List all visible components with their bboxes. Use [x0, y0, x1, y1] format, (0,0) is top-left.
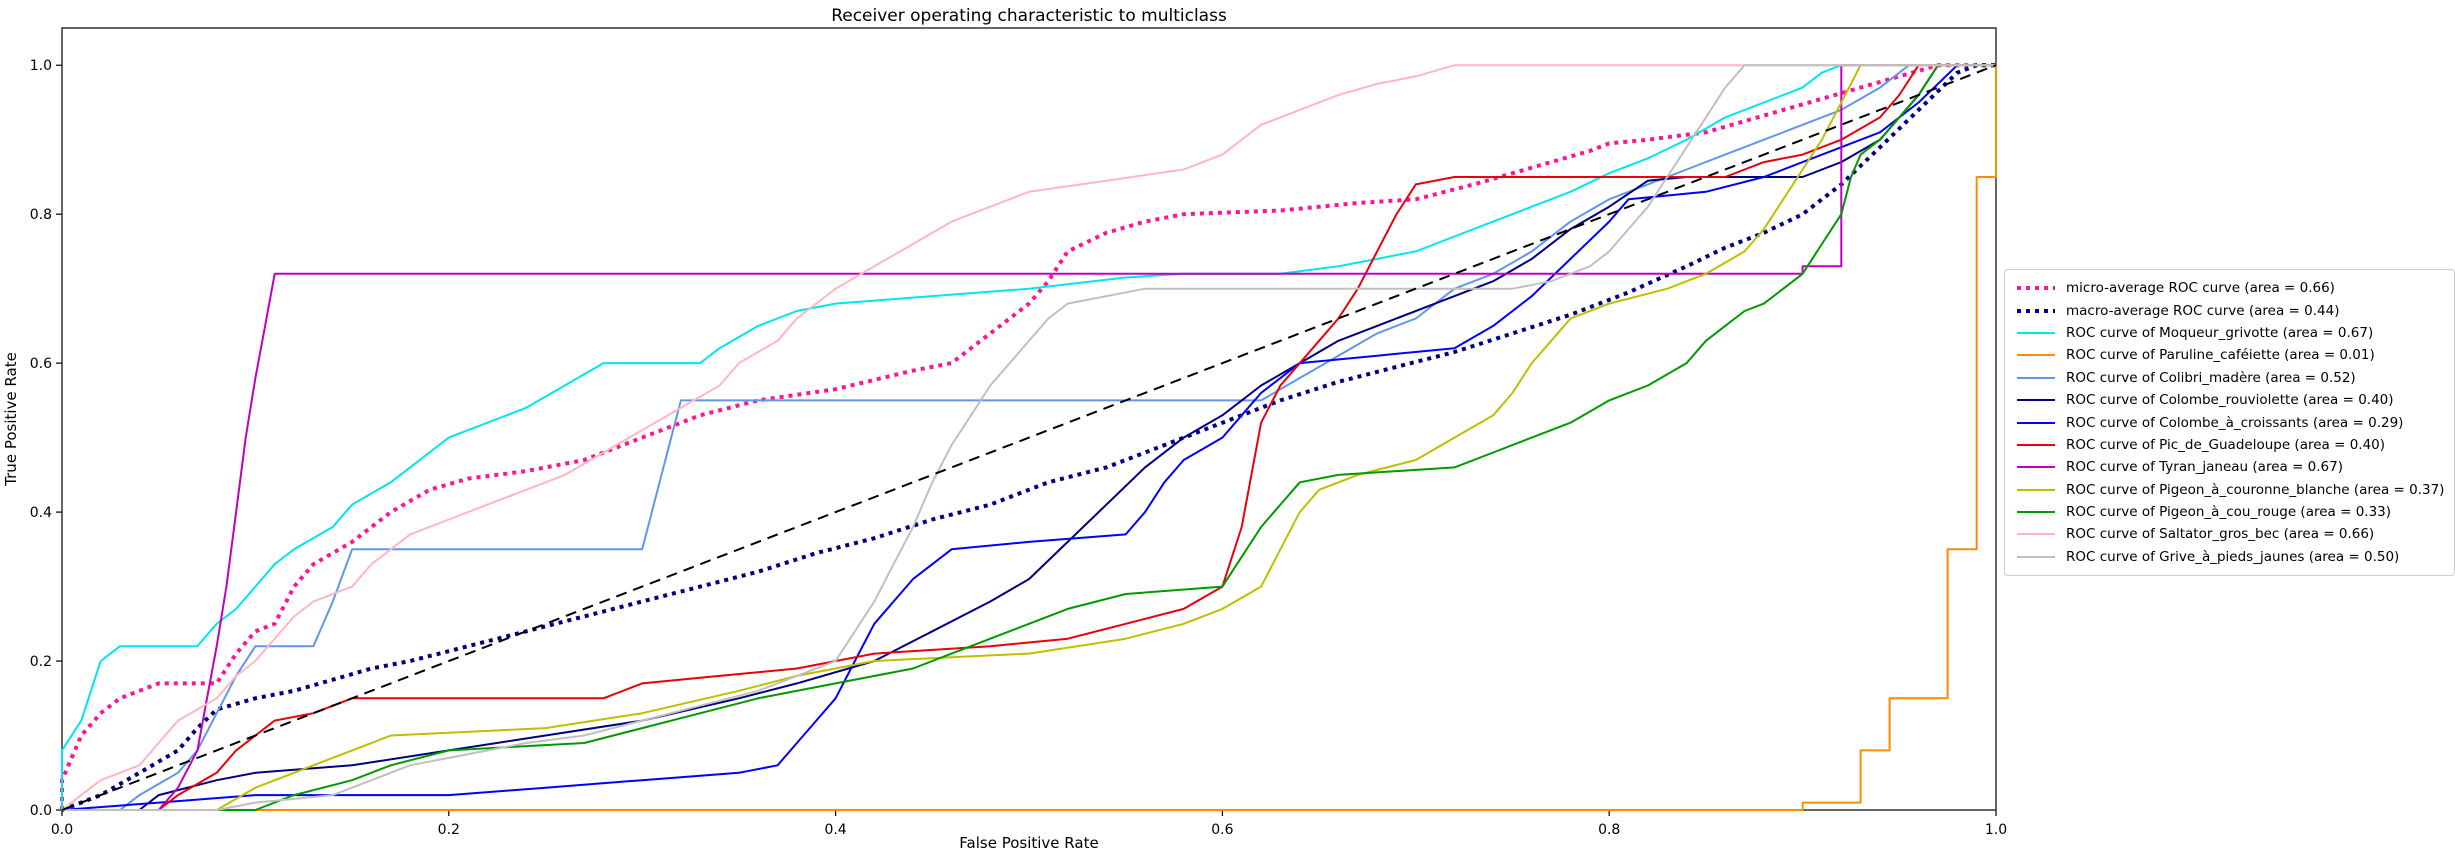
legend-entry-label: ROC curve of Saltator_gros_bec (area = 0…: [2066, 526, 2375, 543]
x-tick-label: 0.0: [51, 822, 73, 838]
legend-entry-label: ROC curve of Moqueur_grivotte (area = 0.…: [2066, 324, 2374, 341]
legend-entry-label: ROC curve of Tyran_janeau (area = 0.67): [2066, 459, 2344, 476]
legend-entry: ROC curve of Pigeon_à_cou_rouge (area = …: [2015, 501, 2444, 523]
legend-entry-label: ROC curve of Colibri_madère (area = 0.52…: [2066, 369, 2356, 386]
legend-entry: micro-average ROC curve (area = 0.66): [2015, 277, 2444, 299]
legend: micro-average ROC curve (area = 0.66) mac…: [2004, 269, 2455, 577]
series-Tyran_janeau: [62, 64, 1996, 811]
legend-line-swatch: [2017, 399, 2055, 402]
series-Colombe_rouviolette: [62, 64, 1996, 811]
legend-entry: ROC curve of Pic_de_Guadeloupe (area = 0…: [2015, 434, 2444, 456]
series-Pigeon_a_couronne_blanche: [62, 64, 1996, 811]
plot-frame: [61, 27, 1997, 811]
legend-entry-label: ROC curve of Pigeon_à_cou_rouge (area = …: [2066, 504, 2392, 521]
series-Grive_a_pieds_jaunes: [62, 64, 1996, 811]
legend-line-swatch: [2017, 286, 2055, 291]
legend-entry: ROC curve of Saltator_gros_bec (area = 0…: [2015, 523, 2444, 545]
legend-entry: ROC curve of Grive_à_pieds_jaunes (area …: [2015, 546, 2444, 568]
legend-line-swatch: [2017, 511, 2055, 514]
legend-line-swatch: [2017, 331, 2055, 334]
y-tick-label: 0.2: [30, 654, 52, 670]
legend-entry: ROC curve of Colombe_à_croissants (area …: [2015, 411, 2444, 433]
legend-line-swatch: [2017, 488, 2055, 491]
legend-entry-label: ROC curve of Pic_de_Guadeloupe (area = 0…: [2066, 436, 2386, 453]
y-tick-label: 0.8: [30, 207, 52, 223]
legend-entry-label: macro-average ROC curve (area = 0.44): [2066, 302, 2340, 319]
legend-line-swatch: [2017, 533, 2055, 536]
series-Moqueur_grivotte: [61, 64, 1996, 810]
legend-entry-label: ROC curve of Colombe_rouviolette (area =…: [2066, 392, 2394, 409]
y-tick-label: 0.4: [30, 505, 52, 521]
series-chance-diagonal: [61, 64, 1997, 811]
series-Pic_de_Guadeloupe: [62, 64, 1996, 811]
legend-line-swatch: [2017, 555, 2055, 558]
y-tick-label: 0.0: [30, 803, 52, 819]
legend-entry: ROC curve of Colibri_madère (area = 0.52…: [2015, 367, 2444, 389]
legend-entry: ROC curve of Colombe_rouviolette (area =…: [2015, 389, 2444, 411]
x-tick-label: 1.0: [1985, 822, 2007, 838]
legend-entry: ROC curve of Paruline_caféiette (area = …: [2015, 344, 2444, 366]
x-tick-label: 0.4: [824, 822, 846, 838]
legend-line-swatch: [2017, 421, 2055, 424]
chart-title: Receiver operating characteristic to mul…: [831, 6, 1227, 26]
x-tick-label: 0.6: [1211, 822, 1233, 838]
legend-entry-label: ROC curve of Grive_à_pieds_jaunes (area …: [2066, 548, 2400, 565]
x-axis-label: False Positive Rate: [959, 834, 1098, 852]
series-Colibri_madere: [62, 64, 1996, 811]
y-axis-label: True Positive Rate: [2, 352, 20, 487]
legend-entry: ROC curve of Tyran_janeau (area = 0.67): [2015, 456, 2444, 478]
legend-entry-label: ROC curve of Pigeon_à_couronne_blanche (…: [2066, 481, 2445, 498]
series-Paruline_cafeiette: [62, 65, 1997, 811]
y-tick-label: 0.6: [30, 356, 52, 372]
legend-line-swatch: [2017, 443, 2055, 446]
x-tick-label: 0.8: [1598, 822, 1620, 838]
legend-entry: ROC curve of Pigeon_à_couronne_blanche (…: [2015, 479, 2444, 501]
legend-entry-label: micro-average ROC curve (area = 0.66): [2066, 280, 2335, 297]
series-Colombe_a_croissants: [61, 64, 1996, 811]
legend-line-swatch: [2017, 308, 2055, 313]
legend-line-swatch: [2017, 466, 2055, 469]
legend-entry: macro-average ROC curve (area = 0.44): [2015, 299, 2444, 321]
x-tick-label: 0.2: [438, 822, 460, 838]
legend-entry-label: ROC curve of Paruline_caféiette (area = …: [2066, 347, 2375, 364]
legend-line-swatch: [2017, 376, 2055, 379]
y-tick-label: 1.0: [30, 58, 52, 74]
series-Pigeon_a_cou_rouge: [62, 64, 1996, 811]
legend-entry: ROC curve of Moqueur_grivotte (area = 0.…: [2015, 322, 2444, 344]
legend-entry-label: ROC curve of Colombe_à_croissants (area …: [2066, 414, 2404, 431]
series-Saltator_gros_bec: [61, 64, 1996, 811]
series-macro-average: [61, 63, 1996, 812]
legend-line-swatch: [2017, 354, 2055, 357]
